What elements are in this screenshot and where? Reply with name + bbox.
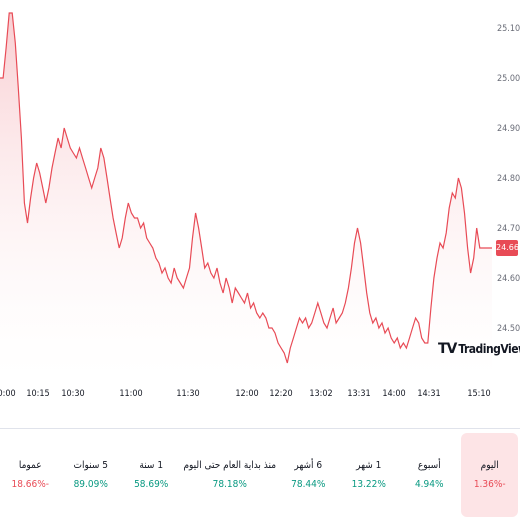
perf-period-value: 1.36%-: [473, 479, 506, 490]
perf-period-value: 78.18%: [212, 479, 247, 490]
perf-period-value: 89.09%: [73, 479, 108, 490]
y-tick-label: 24.70: [497, 224, 520, 234]
x-tick-label: 12:00: [235, 389, 258, 399]
x-tick-label: 12:20: [269, 389, 292, 399]
perf-period-6[interactable]: 5 سنوات 89.09%: [62, 433, 118, 517]
x-tick-label: 14:31: [417, 389, 440, 399]
y-tick-label: 24.90: [497, 124, 520, 134]
y-tick-label: 24.80: [497, 174, 520, 184]
chart-svg[interactable]: 24.50 24.60 24.70 24.80 24.90 25.00 25.10 10:00…: [0, 0, 520, 405]
perf-period-value: 78.44%: [291, 479, 326, 490]
x-tick-label: 11:30: [176, 389, 199, 399]
x-tick-label: 14:00: [382, 389, 405, 399]
y-tick-label: 24.50: [497, 324, 520, 334]
perf-period-3[interactable]: 6 أشهر 78.44%: [280, 433, 336, 517]
perf-period-label: 1 شهر: [356, 460, 382, 471]
y-tick-label: 25.00: [497, 74, 520, 84]
x-tick-label: 10:15: [26, 389, 49, 399]
tradingview-wordmark: TradingView: [458, 342, 520, 356]
perf-period-value: 4.94%: [414, 479, 444, 490]
x-tick-label: 10:00: [0, 389, 16, 399]
x-tick-label: 11:00: [119, 389, 142, 399]
y-tick-label: 24.60: [497, 274, 520, 284]
perf-period-label: منذ بداية العام حتى اليوم: [183, 460, 277, 471]
perf-period-label: عموما: [18, 460, 42, 471]
x-tick-label: 10:30: [61, 389, 84, 399]
perf-period-label: أسبوع: [417, 460, 441, 471]
x-tick-label: 15:10: [467, 389, 490, 399]
perf-period-1[interactable]: أسبوع 4.94%: [401, 433, 457, 517]
perf-period-value: 18.66%-: [11, 479, 50, 490]
x-tick-label: 13:31: [347, 389, 370, 399]
last-price-tag: 24.66: [496, 240, 519, 256]
perf-period-label: 5 سنوات: [73, 460, 108, 471]
perf-period-label: 6 أشهر: [294, 460, 323, 471]
perf-period-0[interactable]: اليوم 1.36%-: [461, 433, 518, 517]
perf-period-value: 58.69%: [134, 479, 169, 490]
tradingview-logo-icon: TV: [438, 341, 457, 357]
price-line: [0, 12, 492, 364]
price-area-fill: [0, 13, 492, 378]
perf-period-label: اليوم: [480, 460, 499, 471]
perf-period-label: 1 سنة: [139, 460, 164, 471]
y-tick-label: 25.10: [497, 24, 520, 34]
tradingview-watermark[interactable]: TV TradingView: [438, 339, 520, 359]
perf-period-7[interactable]: عموما 18.66%-: [2, 433, 58, 517]
perf-period-value: 13.22%: [351, 479, 386, 490]
perf-period-2[interactable]: 1 شهر 13.22%: [341, 433, 397, 517]
price-chart[interactable]: 24.50 24.60 24.70 24.80 24.90 25.00 25.10 10:00…: [0, 0, 520, 405]
perf-period-4[interactable]: منذ بداية العام حتى اليوم 78.18%: [183, 433, 276, 517]
x-tick-label: 13:02: [309, 389, 332, 399]
performance-bar: عموما 18.66%- 5 سنوات 89.09% 1 سنة 58.69% منذ …: [0, 428, 520, 521]
perf-period-5[interactable]: 1 سنة 58.69%: [123, 433, 179, 517]
